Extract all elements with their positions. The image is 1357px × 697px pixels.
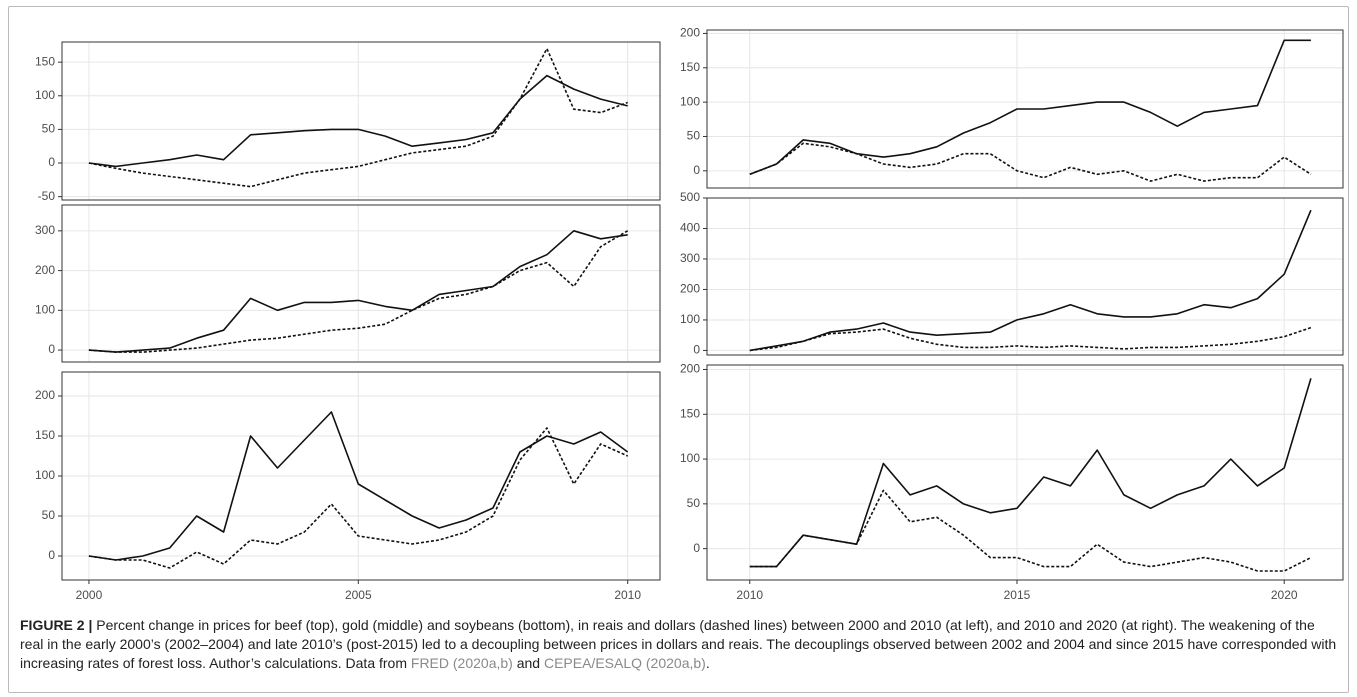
y-tick-label: 50 <box>42 122 56 136</box>
caption-text: and <box>516 655 541 671</box>
panel-background <box>62 42 660 200</box>
series-line <box>749 378 1312 568</box>
y-tick-label: 150 <box>35 54 55 68</box>
y-tick-label: 150 <box>35 428 55 442</box>
y-tick-label: 100 <box>680 451 700 465</box>
y-tick-label: 0 <box>693 343 700 357</box>
panel-background <box>707 198 1343 355</box>
y-tick-label: 100 <box>35 88 55 102</box>
y-tick-label: 100 <box>35 468 55 482</box>
y-tick-label: 200 <box>35 263 55 277</box>
panel-border <box>61 204 661 363</box>
figure-frame <box>8 6 1349 693</box>
series-line <box>88 74 628 168</box>
series-line <box>88 230 628 353</box>
x-tick-label: 2010 <box>736 588 763 602</box>
y-tick-label: 500 <box>680 190 700 204</box>
panel-border <box>706 29 1344 189</box>
y-tick-label: 50 <box>687 129 701 143</box>
y-tick-label: 300 <box>680 251 700 265</box>
y-tick-label: 0 <box>48 548 55 562</box>
panel-border <box>706 197 1344 356</box>
x-tick-label: 2005 <box>345 588 372 602</box>
x-tick-label: 2000 <box>76 588 103 602</box>
panel-background <box>707 365 1343 580</box>
series-line <box>88 47 628 188</box>
source-link[interactable]: FRED (2020a,b) <box>410 655 513 671</box>
figure-label: FIGURE 2 | <box>20 617 93 633</box>
y-tick-label: 0 <box>48 342 55 356</box>
series-line <box>749 326 1312 352</box>
y-tick-label: 0 <box>693 541 700 555</box>
y-tick-label: 100 <box>680 94 700 108</box>
y-tick-label: 0 <box>48 155 55 169</box>
y-tick-label: 150 <box>680 60 700 74</box>
series-line <box>88 411 629 561</box>
y-tick-label: 200 <box>680 282 700 296</box>
caption-text: . <box>705 655 710 671</box>
series-line <box>88 230 629 353</box>
panel-border <box>706 364 1344 581</box>
y-tick-label: -50 <box>38 189 56 203</box>
series-line <box>88 427 629 569</box>
series-line <box>749 209 1312 352</box>
y-tick-label: 0 <box>693 163 700 177</box>
y-tick-label: 400 <box>680 221 700 235</box>
x-tick-label: 2020 <box>1271 588 1298 602</box>
panel-border <box>61 371 661 581</box>
y-tick-label: 100 <box>680 312 700 326</box>
x-tick-label: 2010 <box>614 588 641 602</box>
x-tick-label: 2015 <box>1004 588 1031 602</box>
y-tick-label: 50 <box>42 508 56 522</box>
caption-text: Percent change in prices for beef (top),… <box>20 617 1337 671</box>
caption: FIGURE 2 | Percent change in prices for … <box>20 616 1340 673</box>
y-tick-label: 50 <box>687 496 701 510</box>
series-line <box>749 142 1312 182</box>
y-tick-label: 300 <box>35 223 55 237</box>
series-line <box>749 489 1312 572</box>
panel-border <box>61 41 661 201</box>
y-tick-label: 200 <box>680 26 700 40</box>
y-tick-label: 100 <box>35 303 55 317</box>
y-tick-label: 200 <box>35 388 55 402</box>
y-tick-label: 200 <box>680 362 700 376</box>
y-tick-label: 150 <box>680 406 700 420</box>
series-line <box>749 39 1311 176</box>
panel-background <box>62 205 660 362</box>
source-link[interactable]: CEPEA/ESALQ (2020a,b) <box>543 655 706 671</box>
